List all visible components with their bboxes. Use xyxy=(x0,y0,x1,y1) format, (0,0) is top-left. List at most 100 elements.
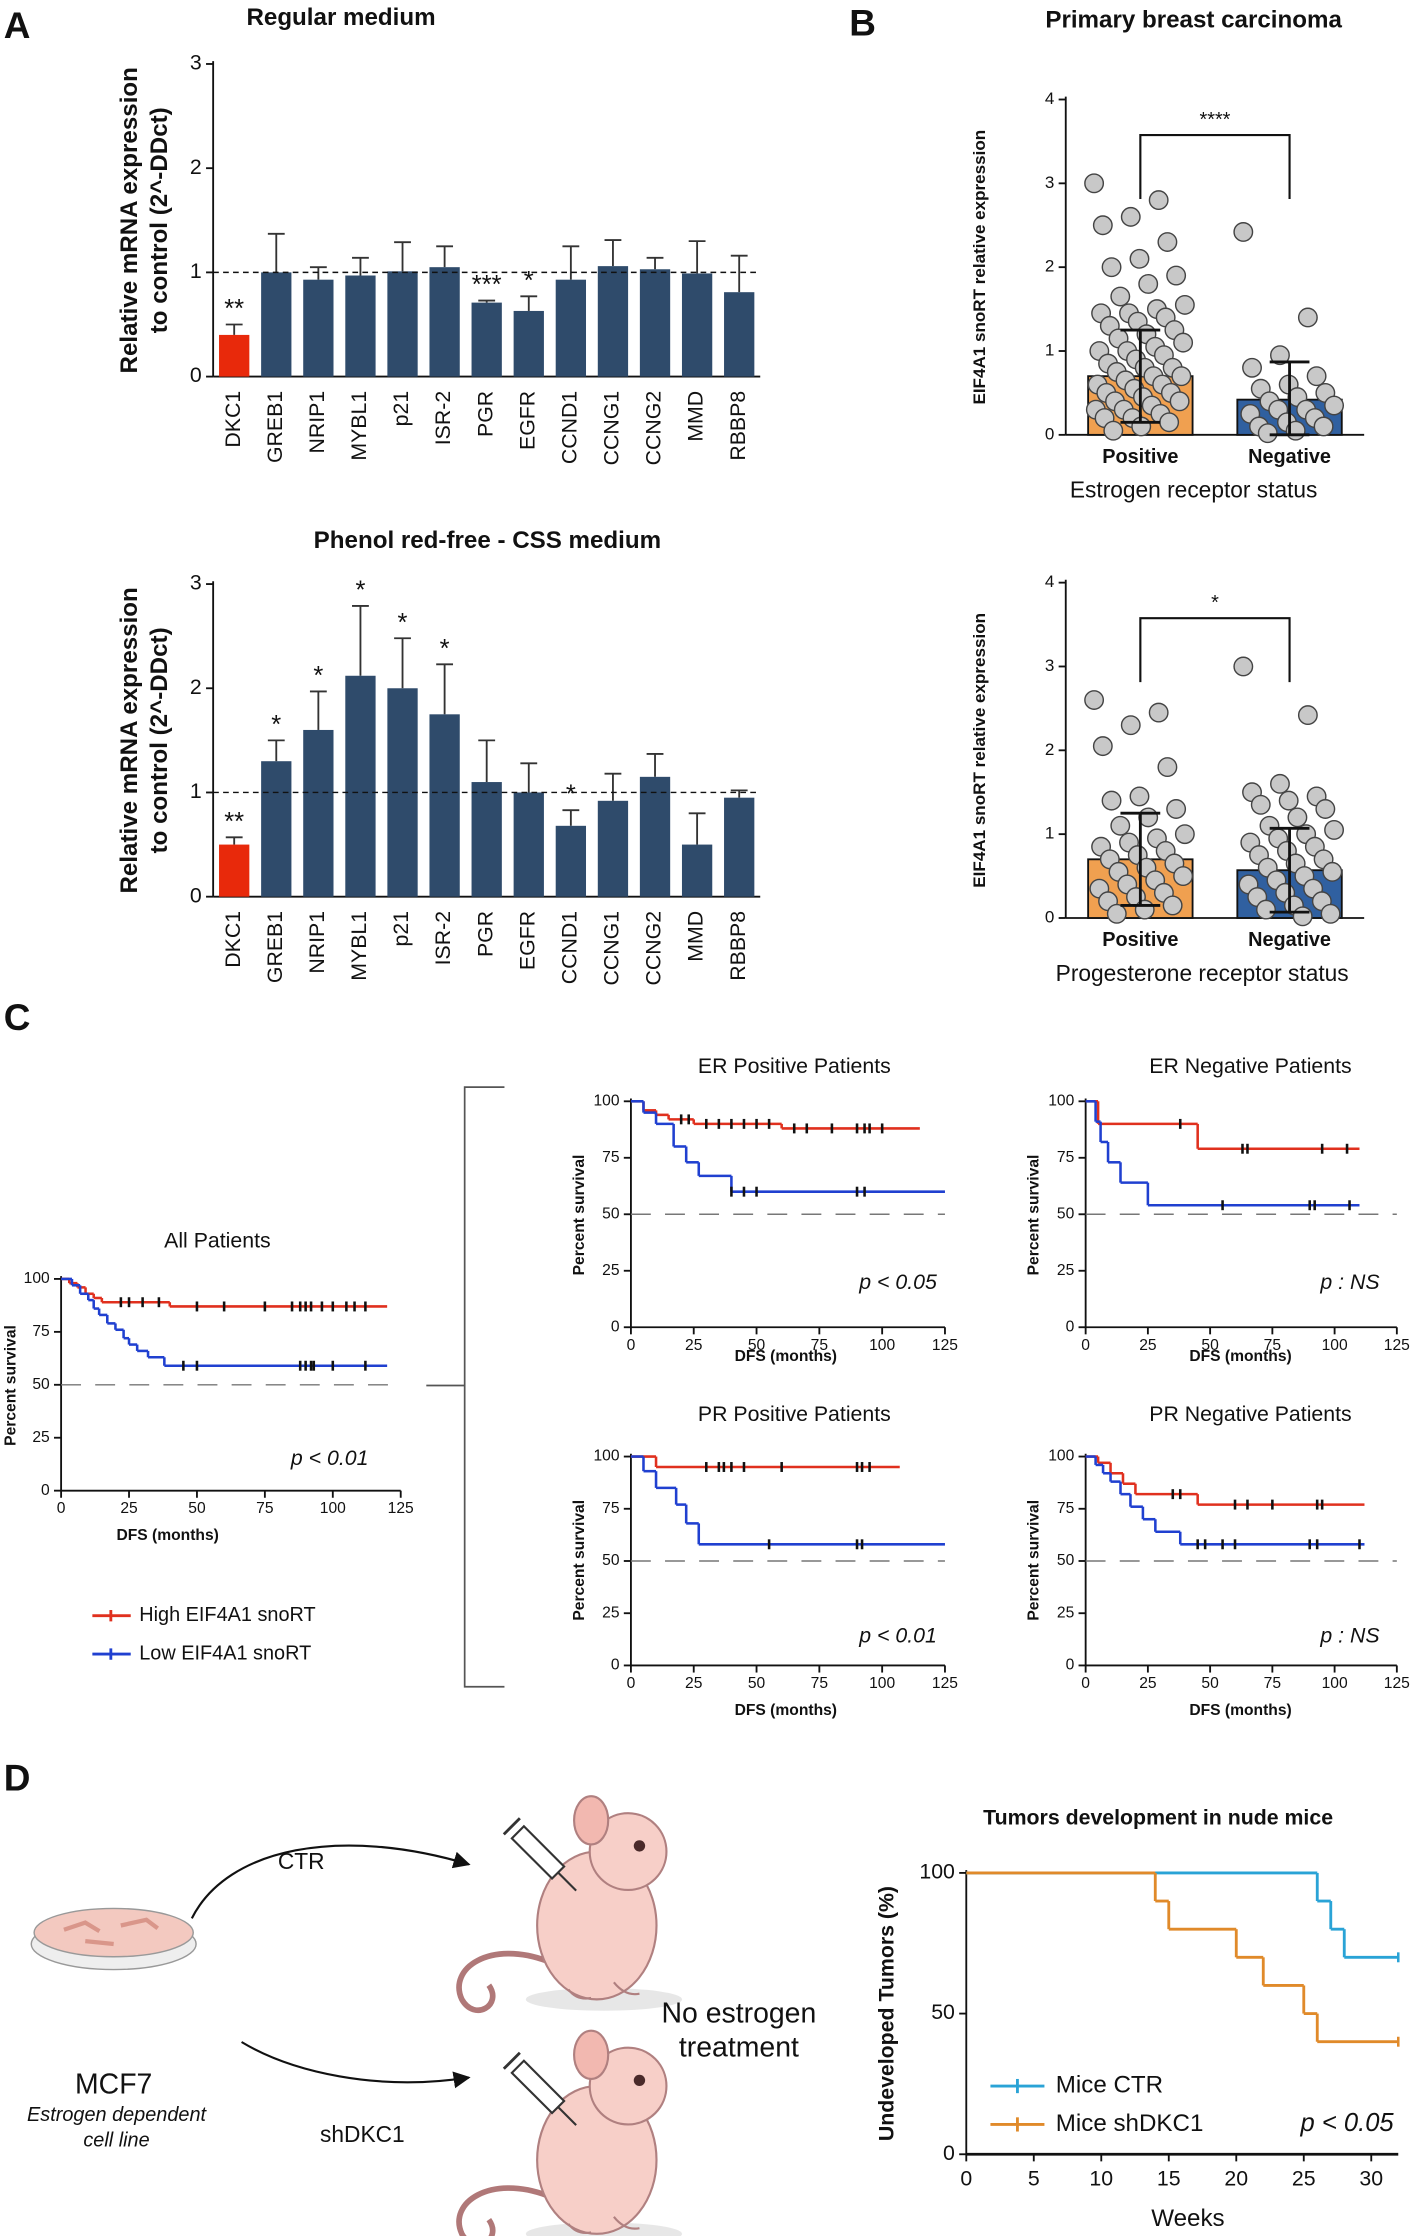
bar xyxy=(681,273,713,377)
y-axis-title: Undeveloped Tumors (%) xyxy=(875,1886,899,2141)
significance: * xyxy=(566,781,576,809)
schematic xyxy=(30,1796,682,2236)
panel-label: C xyxy=(4,997,31,1038)
x-tick-label: 75 xyxy=(1264,1337,1282,1354)
x-tick-label: 50 xyxy=(188,1500,206,1517)
data-point xyxy=(1257,423,1278,444)
x-axis-title: Estrogen receptor status xyxy=(1070,477,1318,503)
bar xyxy=(724,292,755,377)
data-point xyxy=(1270,345,1290,366)
data-point xyxy=(1233,656,1254,677)
cell-line-note: Estrogen dependent xyxy=(27,2104,207,2126)
data-point xyxy=(1174,294,1195,315)
data-point xyxy=(1233,222,1254,242)
data-point xyxy=(1169,391,1190,412)
x-tick-label: 30 xyxy=(1359,2166,1383,2190)
y-tick-label: 1 xyxy=(190,259,202,283)
y-tick-label: 0 xyxy=(41,1482,50,1499)
x-tick-label: 100 xyxy=(1322,1337,1348,1354)
x-tick-label: 25 xyxy=(685,1337,703,1354)
data-point xyxy=(1157,232,1178,252)
y-tick-label: 0 xyxy=(1045,424,1054,443)
data-point xyxy=(1306,366,1327,387)
y-tick-label: 3 xyxy=(1045,173,1054,192)
x-axis-title: DFS (months) xyxy=(735,1348,837,1365)
significance: ** xyxy=(224,295,244,323)
y-tick-label: 25 xyxy=(1057,1262,1075,1279)
y-axis-title: EIF4A1 snoRT relative expression xyxy=(970,613,989,888)
x-tick-label: GREB1 xyxy=(263,391,287,463)
x-tick-label: PGR xyxy=(473,391,497,437)
data-point xyxy=(1120,206,1141,227)
y-axis-title: Percent survival xyxy=(1026,1155,1043,1276)
x-tick-label: 125 xyxy=(1384,1337,1410,1354)
data-point xyxy=(1166,799,1187,819)
y-tick-label: 25 xyxy=(602,1262,620,1279)
significance: * xyxy=(313,662,323,690)
x-tick-label: CCND1 xyxy=(557,911,581,984)
y-tick-label: 100 xyxy=(1048,1448,1074,1465)
y-axis-title: Relative mRNA expression xyxy=(116,67,143,373)
y-tick-label: 50 xyxy=(602,1552,620,1569)
bar xyxy=(513,310,544,377)
x-tick-label: p21 xyxy=(389,391,413,427)
data-point xyxy=(1297,705,1318,726)
x-tick-label: NRIP1 xyxy=(305,911,329,974)
y-tick-label: 100 xyxy=(593,1092,619,1109)
p-value: p : NS xyxy=(1319,1624,1379,1648)
cell-line: MCF7 xyxy=(75,2069,152,2101)
data-point xyxy=(1297,307,1318,328)
significance: * xyxy=(398,609,408,637)
y-tick-label: 3 xyxy=(1045,656,1054,675)
data-point xyxy=(1287,807,1308,828)
y-tick-label: 0 xyxy=(611,1657,620,1674)
x-tick-label: EGFR xyxy=(515,911,539,970)
x-axis-title: DFS (months) xyxy=(1189,1348,1291,1365)
bar xyxy=(429,714,460,897)
significance-bracket xyxy=(1139,617,1291,683)
x-tick-label: 100 xyxy=(1322,1675,1348,1692)
data-point xyxy=(1322,861,1343,882)
x-tick-label: 100 xyxy=(320,1500,346,1517)
x-tick-label: 75 xyxy=(1264,1675,1282,1692)
chart-title: ER Negative Patients xyxy=(1149,1054,1351,1078)
x-tick-label: 5 xyxy=(1028,2166,1040,2190)
data-point xyxy=(1134,899,1155,920)
panel-label: D xyxy=(4,1757,31,1798)
x-tick-label: Positive xyxy=(1102,929,1178,951)
data-point xyxy=(1148,702,1169,723)
significance: ** xyxy=(224,808,244,836)
y-tick-label: 0 xyxy=(943,2141,955,2165)
chart-title: ER Positive Patients xyxy=(698,1054,891,1078)
data-point xyxy=(1157,757,1178,778)
data-point xyxy=(1138,273,1159,294)
data-point xyxy=(1173,866,1194,887)
x-tick-label: 125 xyxy=(1384,1675,1410,1692)
significance: * xyxy=(440,635,450,663)
data-point xyxy=(1101,790,1122,811)
chart-title: Primary breast carcinoma xyxy=(1045,7,1342,34)
x-axis-title: Weeks xyxy=(1151,2205,1224,2232)
y-tick-label: 25 xyxy=(602,1604,620,1621)
x-tick-label: 125 xyxy=(932,1675,958,1692)
y-tick-label: 75 xyxy=(602,1149,620,1166)
y-tick-label: 2 xyxy=(1045,257,1054,276)
bar xyxy=(345,675,376,897)
x-tick-label: 125 xyxy=(388,1500,414,1517)
x-tick-label: 20 xyxy=(1224,2166,1248,2190)
bar xyxy=(471,302,502,377)
y-tick-label: 50 xyxy=(1057,1552,1075,1569)
bar xyxy=(261,761,292,897)
x-tick-label: 50 xyxy=(1201,1337,1219,1354)
x-tick-label: Negative xyxy=(1248,929,1331,951)
y-axis-title: Relative mRNA expression xyxy=(116,587,143,893)
data-point xyxy=(1174,824,1195,845)
x-tick-label: MMD xyxy=(684,911,708,962)
x-tick-label: 0 xyxy=(57,1500,66,1517)
x-tick-label: ISR-2 xyxy=(431,911,455,965)
y-tick-label: 1 xyxy=(1045,341,1054,360)
data-point xyxy=(1103,420,1124,441)
y-tick-label: 0 xyxy=(1045,907,1054,926)
bar xyxy=(597,800,629,897)
y-tick-label: 0 xyxy=(190,363,202,387)
